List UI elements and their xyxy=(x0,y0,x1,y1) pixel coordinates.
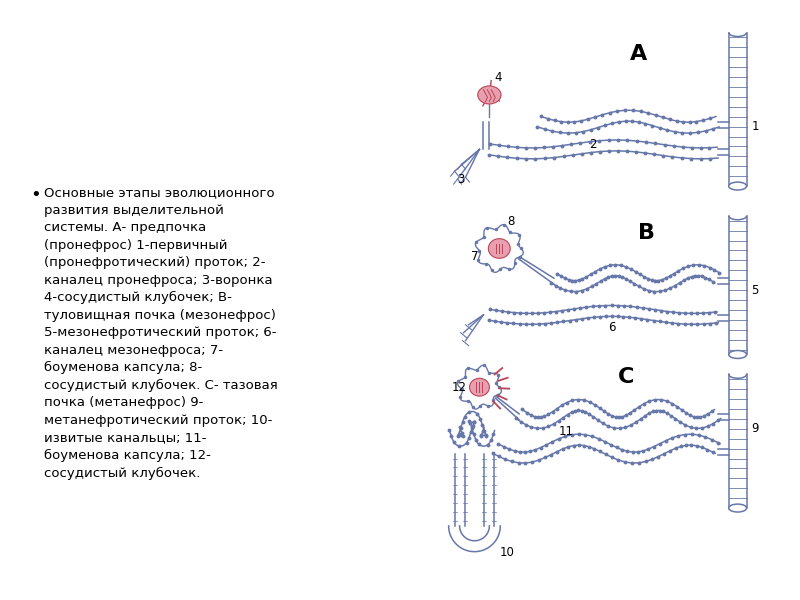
Text: 12: 12 xyxy=(452,380,466,394)
Ellipse shape xyxy=(729,350,746,358)
Ellipse shape xyxy=(478,86,501,104)
Text: Основные этапы эволюционного
развития выделительной
системы. А- предпочка
(проне: Основные этапы эволюционного развития вы… xyxy=(45,186,278,479)
Text: 7: 7 xyxy=(471,250,479,263)
Polygon shape xyxy=(458,365,502,409)
Text: •: • xyxy=(30,186,42,204)
Text: B: B xyxy=(638,223,654,243)
Text: 9: 9 xyxy=(751,422,759,435)
Ellipse shape xyxy=(470,378,490,396)
Text: C: C xyxy=(618,367,634,388)
Text: 6: 6 xyxy=(609,321,616,334)
Text: 1: 1 xyxy=(751,120,759,133)
Text: 8: 8 xyxy=(507,215,514,228)
Text: 10: 10 xyxy=(499,546,514,559)
Text: 4: 4 xyxy=(494,71,502,83)
Polygon shape xyxy=(475,224,523,272)
Text: 11: 11 xyxy=(559,425,574,438)
Text: 3: 3 xyxy=(458,173,465,185)
Ellipse shape xyxy=(729,504,746,512)
Ellipse shape xyxy=(488,239,510,258)
Text: A: A xyxy=(630,44,647,64)
Text: 5: 5 xyxy=(751,284,759,296)
Text: 2: 2 xyxy=(589,138,596,151)
Ellipse shape xyxy=(729,182,746,190)
